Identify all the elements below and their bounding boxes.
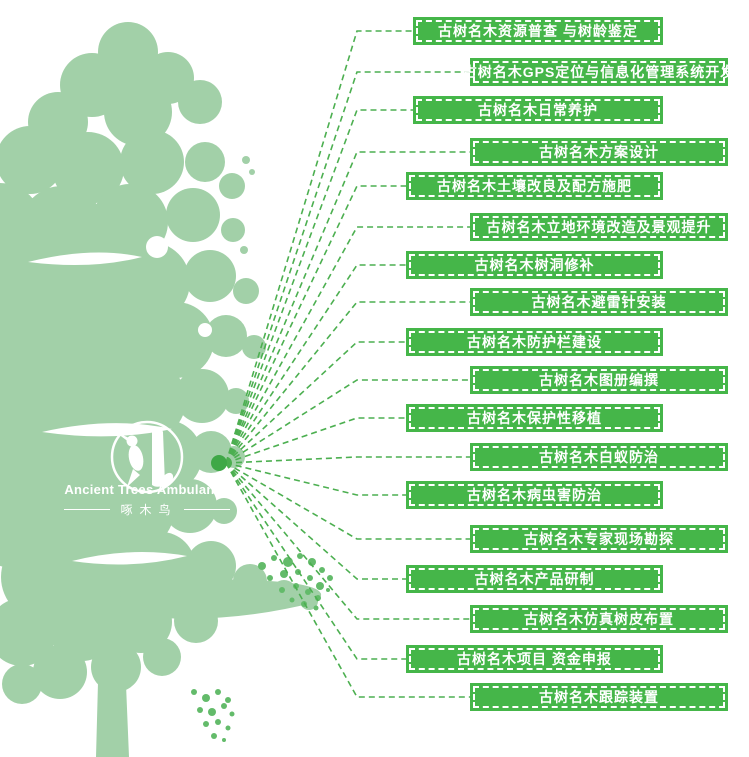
connector-line xyxy=(225,462,406,660)
service-label: 古树名木保护性移植 xyxy=(467,410,602,426)
connector-line xyxy=(225,185,406,464)
service-label: 古树名木病虫害防治 xyxy=(467,487,602,503)
service-label: 古树名木产品研制 xyxy=(474,571,595,587)
service-label: 古树名木树洞修补 xyxy=(474,257,595,273)
service-box: 古树名木资源普查 与树龄鉴定 xyxy=(413,17,663,45)
service-label: 古树名木土壤改良及配方施肥 xyxy=(437,178,632,194)
service-label: 古树名木项目 资金申报 xyxy=(457,651,612,667)
divider-line xyxy=(183,508,230,511)
connector-line xyxy=(225,462,470,620)
woodpecker-icon xyxy=(114,428,174,488)
connector-line xyxy=(225,341,406,464)
service-label: 古树名木日常养护 xyxy=(478,102,598,118)
connector-line xyxy=(225,417,406,464)
service-box: 古树名木图册编撰 xyxy=(470,366,728,394)
connector-line xyxy=(225,151,470,464)
service-label: 古树名木仿真树皮布置 xyxy=(524,611,674,627)
service-box: 古树名木立地环境改造及景观提升 xyxy=(470,213,728,241)
service-label: 古树名木图册编撰 xyxy=(539,372,659,388)
tree-branch xyxy=(118,579,322,619)
logo-emblem xyxy=(110,420,184,494)
connector-line xyxy=(225,30,413,464)
connector-line xyxy=(225,462,470,540)
service-box: 古树名木避雷针安装 xyxy=(470,288,728,316)
service-box: 古树名木方案设计 xyxy=(470,138,728,166)
service-box: 古树名木树洞修补 xyxy=(406,251,663,279)
connector-line xyxy=(225,456,470,464)
logo-title: Ancient Trees Ambulance xyxy=(64,482,230,497)
service-label: 古树名木专家现场勘探 xyxy=(524,531,674,547)
tree-silhouette xyxy=(0,22,322,757)
service-label: 古树名木白蚁防治 xyxy=(539,449,659,465)
service-box: 古树名木病虫害防治 xyxy=(406,481,663,509)
connector-line xyxy=(225,109,413,464)
service-box: 古树名木产品研制 xyxy=(406,565,663,593)
service-box: 古树名木白蚁防治 xyxy=(470,443,728,471)
service-box: 古树名木仿真树皮布置 xyxy=(470,605,728,633)
logo: Ancient Trees Ambulance 啄木鸟 xyxy=(58,482,236,518)
service-label: 古树名木跟踪装置 xyxy=(539,689,659,705)
service-box: 古树名木日常养护 xyxy=(413,96,663,124)
divider-line xyxy=(64,508,111,511)
connector-line xyxy=(225,462,406,580)
connector-line xyxy=(225,71,470,464)
service-box: 古树名木GPS定位与信息化管理系统开发 xyxy=(463,58,734,86)
service-box: 古树名木防护栏建设 xyxy=(406,328,663,356)
service-box: 古树名木保护性移植 xyxy=(406,404,663,432)
service-label: 古树名木防护栏建设 xyxy=(467,334,602,350)
service-box: 古树名木专家现场勘探 xyxy=(470,525,728,553)
connector-line xyxy=(225,379,470,464)
logo-subtitle-text: 啄木鸟 xyxy=(120,503,178,517)
logo-circle xyxy=(110,420,184,494)
service-box: 古树名木项目 资金申报 xyxy=(406,645,663,673)
connector-lines xyxy=(225,30,470,698)
service-label: 古树名木避雷针安装 xyxy=(531,294,667,310)
tree-highlights xyxy=(28,236,212,565)
service-box: 古树名木跟踪装置 xyxy=(470,683,728,711)
connector-line xyxy=(225,301,470,464)
logo-subtitle: 啄木鸟 xyxy=(58,501,236,518)
connector-line xyxy=(225,226,470,464)
connector-line xyxy=(225,462,406,496)
hub-dot xyxy=(211,455,227,471)
service-label: 古树名木GPS定位与信息化管理系统开发 xyxy=(462,64,736,80)
service-label: 古树名木方案设计 xyxy=(539,144,659,160)
tree-trunk xyxy=(95,585,129,757)
connector-line xyxy=(225,264,406,464)
connector-line xyxy=(225,462,470,698)
service-label: 古树名木资源普查 与树龄鉴定 xyxy=(438,23,638,39)
service-box: 古树名木土壤改良及配方施肥 xyxy=(406,172,663,200)
service-label: 古树名木立地环境改造及景观提升 xyxy=(486,219,712,235)
